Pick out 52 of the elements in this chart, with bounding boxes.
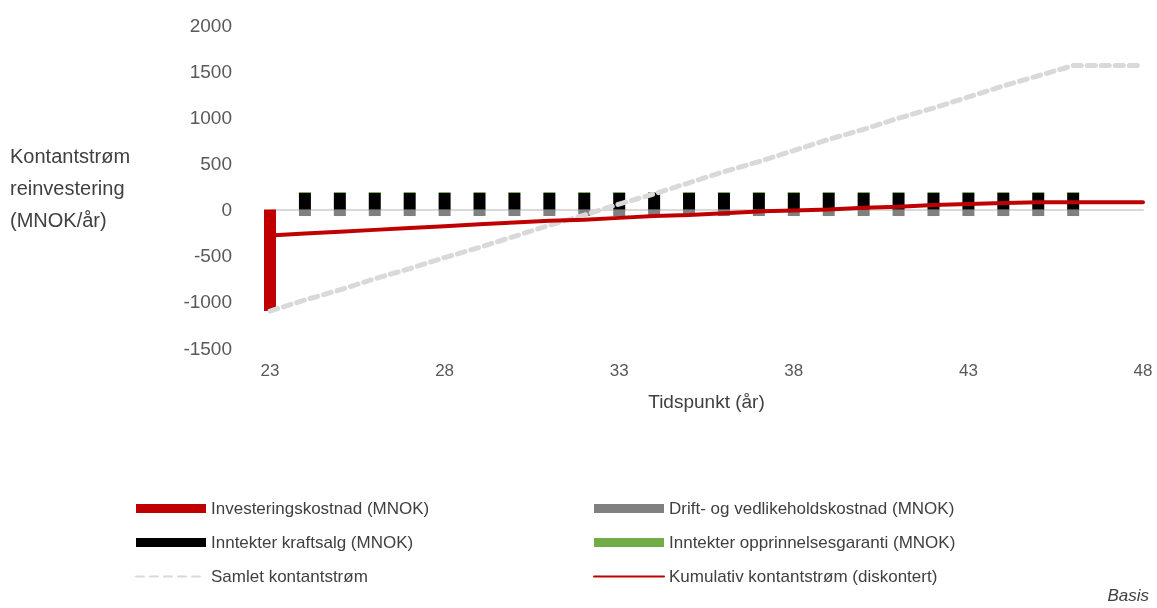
bar [333,209,346,217]
y-tick-label: 1000 [189,106,232,128]
bar [543,192,556,210]
bar [962,209,975,217]
bar [298,192,311,210]
legend-label: Kumulativ kontantstrøm (diskontert) [669,567,938,586]
x-tick-label: 43 [958,361,978,380]
y-tick-label: -500 [193,245,232,267]
bar [997,209,1010,217]
bar [368,192,381,210]
x-tick-label: 28 [435,361,455,380]
bar [683,192,696,210]
x-axis-title: Tidspunkt (år) [648,391,765,412]
bar [438,209,451,217]
bar [508,192,521,210]
legend-label: Investeringskostnad (MNOK) [211,499,430,518]
bar [787,192,800,210]
legend-label: Inntekter kraftsalg (MNOK) [211,533,414,552]
x-tick-label: 38 [784,361,804,380]
y-tick-label: -1500 [183,337,232,359]
bar [333,192,346,210]
legend-label: Samlet kontantstrøm [211,567,368,586]
text: Basis [1107,586,1150,605]
y-tick-label: 1500 [189,60,232,82]
y-tick-label: 0 [221,199,232,221]
bar [473,192,486,210]
y-axis-title: Kontantstrøm reinvestering (MNOK/år) [10,145,136,231]
bar [613,209,626,217]
bar [298,209,311,217]
bar [438,192,451,210]
legend-label: Inntekter opprinnelsesgaranti (MNOK) [669,533,956,552]
y-tick-label: 2000 [189,14,232,36]
bar [403,209,416,217]
bar [508,209,521,217]
y-tick-label: -1000 [183,291,232,313]
bar [857,209,870,217]
bar [1032,209,1045,217]
bar [403,192,416,210]
bar [927,209,940,217]
bar [1067,209,1080,217]
bar [578,192,591,210]
x-tick-label: 48 [1133,361,1153,380]
bar [368,209,381,217]
legend-label: Drift- og vedlikeholdskostnad (MNOK) [669,499,955,518]
bar [752,192,765,210]
bar [473,209,486,217]
x-tick-label: 23 [260,361,280,380]
x-tick-label: 33 [609,361,629,380]
bar [717,192,730,210]
bar [892,209,905,217]
bar [543,209,556,217]
y-tick-label: 500 [200,152,232,174]
